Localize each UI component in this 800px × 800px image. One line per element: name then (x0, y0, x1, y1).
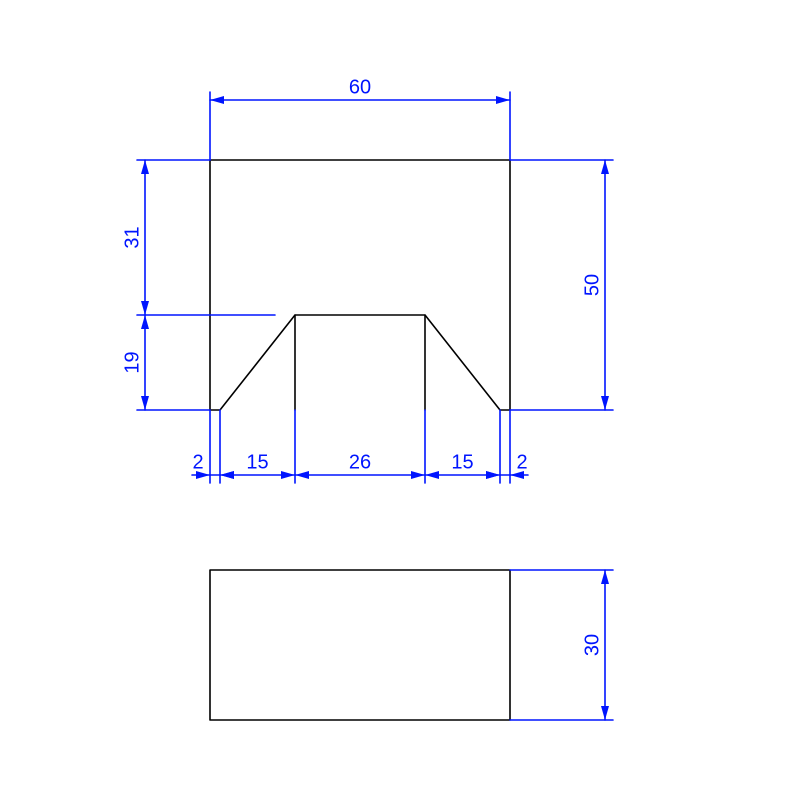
dim-arrowhead (141, 301, 149, 315)
dim-text: 2 (516, 451, 527, 473)
dim-arrowhead (486, 471, 500, 479)
dim-text: 26 (349, 451, 371, 473)
dim-arrowhead (295, 471, 309, 479)
dim-text: 50 (581, 274, 603, 296)
dim-text: 15 (451, 451, 473, 473)
dim-arrowhead (281, 471, 295, 479)
dim-text: 19 (121, 351, 143, 373)
dim-arrowhead (601, 706, 609, 720)
dim-arrowhead (425, 471, 439, 479)
dim-arrowhead (141, 160, 149, 174)
dim-text: 30 (581, 634, 603, 656)
dim-arrowhead (141, 396, 149, 410)
dim-arrowhead (601, 160, 609, 174)
dim-arrowhead (411, 471, 425, 479)
dim-text: 31 (121, 226, 143, 248)
dim-arrowhead (601, 570, 609, 584)
dim-arrowhead (210, 96, 224, 104)
dim-arrowhead (601, 396, 609, 410)
dim-arrowhead (496, 96, 510, 104)
dim-text: 60 (349, 76, 371, 98)
dim-arrowhead (220, 471, 234, 479)
dim-text: 15 (246, 451, 268, 473)
dim-text: 2 (192, 451, 203, 473)
dim-arrowhead (141, 315, 149, 329)
front-view-outline (210, 160, 510, 410)
top-view-outline (210, 570, 510, 720)
